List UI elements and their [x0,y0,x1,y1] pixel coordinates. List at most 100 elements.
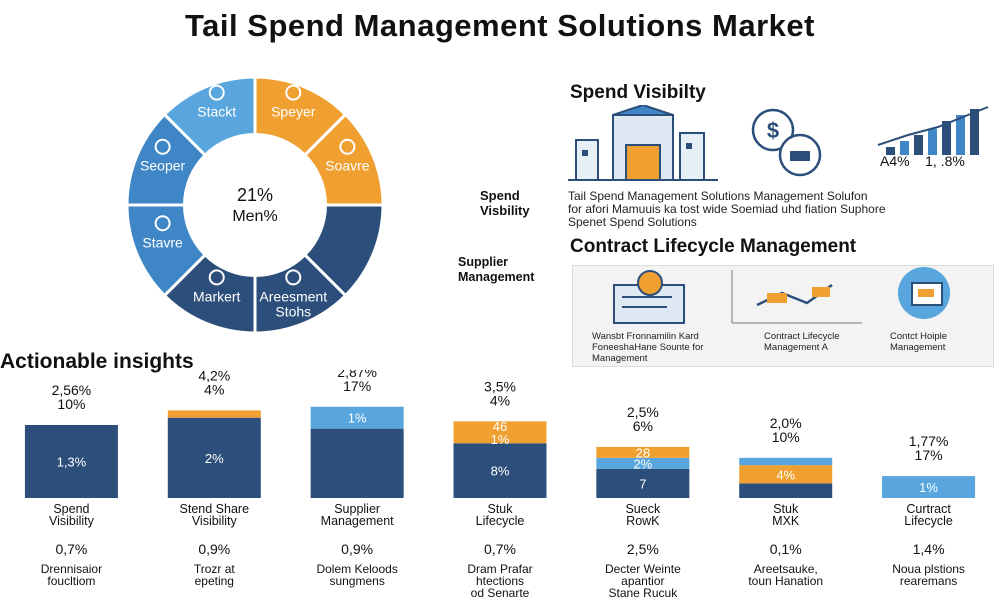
bar-bottom-note: rearemans [900,574,957,588]
bar-bottom-note: Noua plstions [892,562,965,576]
bar-bottom-note: Trozr at [194,562,236,576]
bar-segment [310,406,404,429]
bar-category-label: MXK [772,514,800,528]
spend-visibility-illustrations: $ [568,105,989,181]
callout-spend-visibility: Spend Visbility [480,188,530,218]
bar-top-label: 2,87% [337,370,377,380]
bar-category-label: Curtract [906,502,951,516]
bar-bottom-note: toun Hanation [748,574,823,588]
bar-category-label: Stuk [773,502,799,516]
pie-center-hole [183,133,327,277]
handshake-icon [731,270,862,324]
insights-bar-chart: 1,3%2,56%10%SpendVisibility0,7%Drennisai… [24,370,976,600]
svg-text:$: $ [767,118,779,143]
bar-bottom-percent: 1,4% [913,541,945,557]
bar-segment [453,421,547,444]
bar-category-label: Stuk [487,502,513,516]
spend-visibility-chart-label: A4% 1, .8% [880,153,965,169]
callout-supplier-management: Supplier Management [458,255,535,284]
pie-slice-label: Areesment [259,288,327,304]
bar-segment-label: 28 [636,445,650,460]
bar-segment-label: 2% [633,456,652,471]
bar-bottom-percent: 0,1% [770,541,802,557]
document-icon [613,270,685,324]
bar-category-label: Visibility [192,514,238,528]
pie-slice-icon [208,269,225,286]
bar-bottom-note: apantior [621,574,664,588]
bar-category-label: Supplier [334,502,380,516]
bar-segment-label: 1,3% [57,455,87,470]
bar-bottom-percent: 0,9% [198,541,230,557]
bar-top-label: 17% [343,378,371,394]
bar-segment [453,443,547,498]
bar-top-label: 2,56% [52,382,92,398]
bar-segment [167,410,261,418]
pie-slice-icon [285,84,302,101]
bar-top-label: 10% [772,429,800,445]
bar-segment [739,457,833,466]
growth-bars-icon [877,106,989,155]
bar-category-label: RowK [626,514,660,528]
bar-bottom-percent: 0,9% [341,541,373,557]
page-title: Tail Spend Management Solutions Market [185,8,815,43]
bar-top-label: 2,5% [627,404,659,420]
bar-segment [167,417,261,498]
bar-bottom-percent: 0,7% [55,541,87,557]
bar-segment-label: 8% [491,464,510,479]
bar-bottom-percent: 0,7% [484,541,516,557]
pie-slice-label: Stohs [275,303,311,319]
contract-caption-2: Contract Lifecycle Management A [764,331,840,353]
contract-caption-1: Wansbt Fronnamilin Kard FoneeshaHane Sou… [592,331,704,364]
bar-top-label: 3,5% [484,378,516,394]
pie-slice-label: Markert [193,288,241,304]
bar-top-label: 6% [633,418,653,434]
bar-segment-label: 46 [493,419,507,434]
pie-slice-icon [154,215,171,232]
pie-slice-label: Seoper [140,158,185,174]
bar-bottom-note: sungmens [329,574,384,588]
bar-segment [882,476,976,498]
pie-slice-label: Stackt [197,104,236,120]
pie-slice-label: Speyer [271,104,316,120]
bar-top-label: 17% [915,447,943,463]
bar-segment [24,425,118,498]
bar-bottom-note: foucltiom [47,574,95,588]
pie-slice-icon [154,138,171,155]
bar-bottom-note: Decter Weinte [605,562,681,576]
spend-visibility-title: Spend Visibilty [570,82,706,103]
bar-bottom-note: Drennisaior [41,562,102,576]
bar-bottom-percent: 2,5% [627,541,659,557]
bar-category-label: Management [321,514,394,528]
bar-top-label: 4,2% [198,370,230,383]
bar-bottom-note: od Senarte [471,586,530,600]
bar-segment-label: 7 [639,476,646,491]
spend-visibility-paragraph: Tail Spend Management Solutions Manageme… [568,189,886,229]
pie-center-label: Men% [232,208,277,225]
bar-top-label: 2,0% [770,415,802,431]
bar-bottom-note: Areetsauke, [754,562,818,576]
tablet-icon [898,267,950,319]
bar-bottom-note: Stane Rucuk [608,586,678,600]
bar-category-label: Visibility [49,514,95,528]
bar-bottom-note: Dram Prafar [467,562,532,576]
bar-segment-label: 1% [919,480,938,495]
bar-segment [739,465,833,484]
bar-segment [310,428,404,498]
pie-center-value: 21% [237,185,273,205]
bar-top-label: 4% [204,381,224,397]
bar-top-label: 10% [57,396,85,412]
pie-slice-icon [208,84,225,101]
bar-category-label: Lifecycle [476,514,525,528]
bar-bottom-note: epeting [195,574,234,588]
bar-segment-label: 4% [776,467,795,482]
pie-slice-label: Stavre [142,234,183,250]
bar-segment-label: 1% [348,411,367,426]
contract-lifecycle-title: Contract Lifecycle Management [570,236,857,257]
actionable-insights-title: Actionable insights [0,350,194,373]
contract-illustrations [613,267,950,324]
bar-category-label: Lifecycle [904,514,953,528]
bar-segment [596,468,690,498]
bar-category-label: Spend [53,502,89,516]
bar-category-label: Sueck [625,502,660,516]
